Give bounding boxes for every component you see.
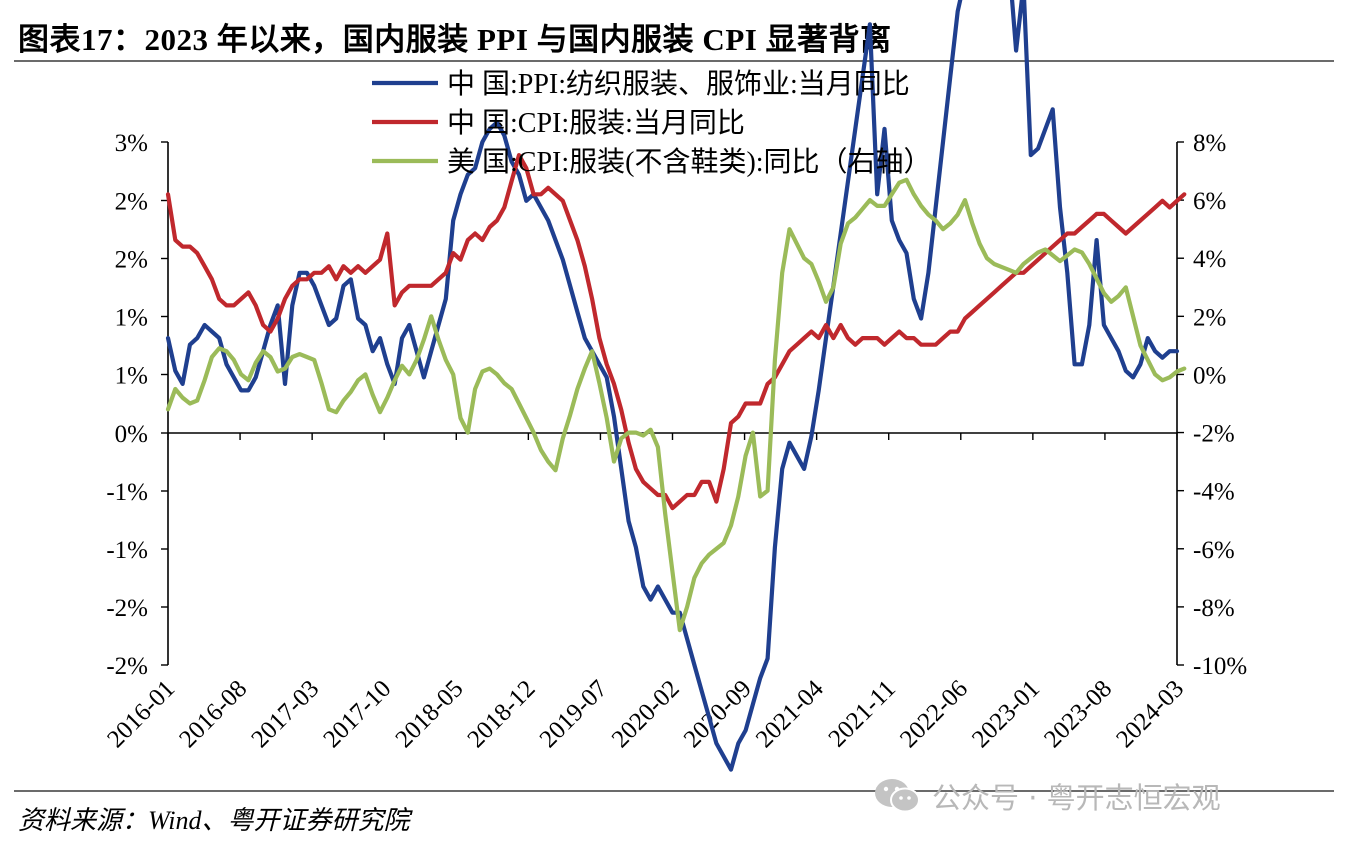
left-tick-label: -2%	[106, 595, 148, 622]
legend-label-us: 美 国:CPI:服装(不含鞋类):同比（右轴）	[447, 146, 932, 178]
x-tick-label: 2017-03	[246, 675, 324, 753]
right-tick-label: -6%	[1193, 537, 1235, 564]
legend-label-ppi: 中 国:PPI:纺织服装、服饰业:当月同比	[447, 68, 910, 100]
x-tick-label: 2018-05	[391, 675, 469, 753]
left-tick-label: 2%	[115, 189, 148, 216]
x-tick-label: 2017-10	[318, 675, 396, 753]
left-tick-label: -2%	[106, 653, 148, 680]
left-tick-label: 1%	[115, 305, 148, 332]
right-tick-label: 4%	[1193, 246, 1226, 273]
right-tick-label: -2%	[1193, 421, 1235, 448]
source-note: 资料来源：Wind、粤开证券研究院	[18, 806, 410, 835]
left-tick-label: -1%	[106, 479, 148, 506]
x-tick-label: 2021-04	[751, 675, 829, 753]
series-line-ppi	[165, 0, 1180, 772]
right-tick-label: 8%	[1193, 130, 1226, 157]
right-tick-label: 6%	[1193, 188, 1226, 215]
watermark-text: 公众号 · 粤开志恒宏观	[932, 781, 1221, 815]
left-tick-label: 1%	[115, 363, 148, 390]
x-tick-label: 2023-08	[1039, 675, 1117, 753]
right-tick-label: -4%	[1193, 479, 1235, 506]
right-tick-label: -8%	[1193, 595, 1235, 622]
left-tick-label: 2%	[115, 247, 148, 274]
axes-layer: 3% 2% 2% 1% 1% 0% -1% -1% -2% -2% 8% 6% 4% 2% 0% -2% -4%…	[102, 130, 1247, 753]
source-rule	[14, 790, 1334, 792]
x-tick-label: 2023-01	[967, 675, 1045, 753]
series-layer	[165, 0, 1187, 772]
x-tick-label: 2024-03	[1111, 675, 1189, 753]
right-tick-label: 0%	[1193, 362, 1226, 389]
x-tick-label: 2019-07	[535, 675, 613, 753]
left-tick-label: -1%	[106, 537, 148, 564]
wechat-icon	[875, 779, 920, 813]
title-rule	[14, 60, 1334, 62]
x-tick-label: 2020-02	[607, 675, 685, 753]
x-tick-label: 2016-08	[174, 675, 252, 753]
left-tick-label: 3%	[115, 130, 148, 157]
x-tick-label: 2016-01	[102, 675, 180, 753]
series-line-cpi	[165, 153, 1187, 511]
series-line-us	[165, 177, 1187, 633]
chart-title: 图表17：2023 年以来，国内服装 PPI 与国内服装 CPI 显著背离	[18, 22, 892, 57]
x-tick-label: 2021-11	[824, 675, 901, 752]
right-tick-label: 2%	[1193, 304, 1226, 331]
watermark: 公众号 · 粤开志恒宏观	[872, 775, 1221, 817]
left-tick-label: 0%	[115, 421, 148, 448]
legend-label-cpi: 中 国:CPI:服装:当月同比	[447, 107, 745, 139]
x-tick-label: 2022-06	[895, 675, 973, 753]
x-tick-label: 2018-12	[463, 675, 541, 753]
right-tick-label: -10%	[1193, 653, 1247, 680]
